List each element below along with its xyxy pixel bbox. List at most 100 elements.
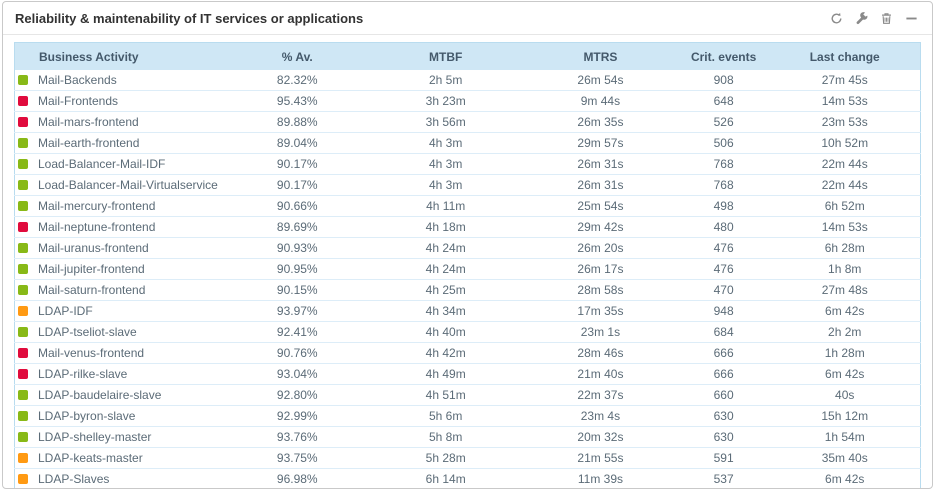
- cell-mtbf: 5h 6m: [368, 405, 524, 427]
- status-square-icon: [18, 96, 28, 106]
- cell-business-activity[interactable]: Mail-mercury-frontend: [14, 195, 227, 217]
- status-square-icon: [18, 201, 28, 211]
- table-row[interactable]: Mail-jupiter-frontend 90.95% 4h 24m 26m 17s…: [14, 258, 921, 280]
- cell-availability: 93.04%: [226, 363, 369, 385]
- table-row[interactable]: LDAP-rilke-slave 93.04% 4h 49m 21m 40s 666 6m…: [14, 363, 921, 385]
- table-row[interactable]: Load-Balancer-Mail-Virtualservice 90.17% 4…: [14, 174, 921, 196]
- cell-business-activity[interactable]: Mail-mars-frontend: [14, 111, 227, 133]
- cell-business-activity[interactable]: Load-Balancer-Mail-IDF: [14, 153, 227, 175]
- cell-business-activity[interactable]: Mail-neptune-frontend: [14, 216, 227, 238]
- cell-business-activity[interactable]: LDAP-Slaves: [15, 469, 227, 489]
- cell-crit-events: 666: [677, 363, 770, 385]
- cell-business-activity[interactable]: Mail-uranus-frontend: [14, 237, 227, 259]
- table-row[interactable]: Mail-Backends 82.32% 2h 5m 26m 54s 908 27m 45…: [14, 70, 921, 91]
- cell-mtrs: 26m 54s: [523, 70, 678, 91]
- cell-availability: 82.32%: [226, 70, 369, 91]
- table-row[interactable]: LDAP-byron-slave 92.99% 5h 6m 23m 4s 630 15h …: [14, 405, 921, 427]
- cell-business-activity[interactable]: LDAP-keats-master: [14, 447, 227, 469]
- cell-business-activity[interactable]: Mail-venus-frontend: [14, 342, 227, 364]
- column-mtbf[interactable]: MTBF: [368, 42, 524, 70]
- cell-crit-events: 768: [677, 174, 770, 196]
- column-crit-events[interactable]: Crit. events: [677, 42, 770, 70]
- cell-availability: 89.69%: [226, 216, 369, 238]
- cell-last-change: 14m 53s: [769, 90, 921, 112]
- table-row[interactable]: Mail-uranus-frontend 90.93% 4h 24m 26m 20s 4…: [14, 237, 921, 259]
- cell-business-activity[interactable]: LDAP-byron-slave: [14, 405, 227, 427]
- table-row[interactable]: LDAP-tseliot-slave 92.41% 4h 40m 23m 1s 684 2…: [14, 321, 921, 343]
- cell-last-change: 14m 53s: [769, 216, 921, 238]
- cell-mtrs: 21m 40s: [523, 363, 678, 385]
- minimize-icon[interactable]: [904, 12, 918, 26]
- cell-business-activity[interactable]: Mail-Frontends: [14, 90, 227, 112]
- cell-mtrs: 26m 17s: [523, 258, 678, 280]
- table-row[interactable]: Mail-mars-frontend 89.88% 3h 56m 26m 35s 526…: [14, 111, 921, 133]
- table-row[interactable]: Mail-mercury-frontend 90.66% 4h 11m 25m 54s…: [14, 195, 921, 217]
- business-activity-name: LDAP-baudelaire-slave: [38, 388, 162, 402]
- column-business-activity[interactable]: Business Activity: [14, 42, 227, 70]
- status-square-icon: [18, 327, 28, 337]
- table-row[interactable]: Mail-venus-frontend 90.76% 4h 42m 28m 46s 66…: [14, 342, 921, 364]
- cell-crit-events: 948: [677, 300, 770, 322]
- table-row[interactable]: LDAP-baudelaire-slave 92.80% 4h 51m 22m 37s…: [14, 384, 921, 406]
- status-square-icon: [18, 285, 28, 295]
- cell-business-activity[interactable]: Mail-earth-frontend: [14, 132, 227, 154]
- cell-crit-events: 684: [677, 321, 770, 343]
- cell-last-change: 27m 45s: [769, 70, 921, 91]
- status-square-icon: [18, 75, 28, 85]
- cell-crit-events: 591: [677, 447, 770, 469]
- column-availability[interactable]: % Av.: [226, 42, 369, 70]
- status-square-icon: [18, 306, 28, 316]
- cell-mtrs: 17m 35s: [523, 300, 678, 322]
- table-row[interactable]: Load-Balancer-Mail-IDF 90.17% 4h 3m 26m 31s…: [14, 153, 921, 175]
- cell-availability: 93.97%: [226, 300, 369, 322]
- cell-last-change: 35m 40s: [769, 447, 921, 469]
- cell-business-activity[interactable]: LDAP-shelley-master: [14, 426, 227, 448]
- cell-business-activity[interactable]: Mail-jupiter-frontend: [14, 258, 227, 280]
- status-square-icon: [18, 369, 28, 379]
- table-row[interactable]: LDAP-keats-master 93.75% 5h 28m 21m 55s 591 3…: [14, 447, 921, 469]
- table-row[interactable]: Mail-neptune-frontend 89.69% 4h 18m 29m 42s…: [14, 216, 921, 238]
- column-mtrs[interactable]: MTRS: [523, 42, 678, 70]
- table-row[interactable]: Mail-earth-frontend 89.04% 4h 3m 29m 57s 506…: [14, 132, 921, 154]
- cell-crit-events: 476: [677, 237, 770, 259]
- refresh-icon[interactable]: [829, 12, 843, 26]
- cell-crit-events: 480: [677, 216, 770, 238]
- cell-business-activity[interactable]: LDAP-baudelaire-slave: [14, 384, 227, 406]
- cell-business-activity[interactable]: LDAP-tseliot-slave: [14, 321, 227, 343]
- status-square-icon: [18, 411, 28, 421]
- column-last-change[interactable]: Last change: [769, 42, 921, 70]
- cell-business-activity[interactable]: Mail-saturn-frontend: [14, 279, 227, 301]
- cell-last-change: 22m 44s: [769, 174, 921, 196]
- cell-business-activity[interactable]: Load-Balancer-Mail-Virtualservice: [14, 174, 227, 196]
- cell-crit-events: 537: [713, 472, 734, 486]
- status-square-icon: [18, 348, 28, 358]
- wrench-icon[interactable]: [854, 12, 868, 26]
- cell-availability: 90.95%: [226, 258, 369, 280]
- cell-mtrs: 23m 4s: [523, 405, 678, 427]
- cell-last-change: 6h 28m: [769, 237, 921, 259]
- cell-business-activity[interactable]: Mail-Backends: [14, 70, 227, 91]
- table-row[interactable]: LDAP-shelley-master 93.76% 5h 8m 20m 32s 630…: [14, 426, 921, 448]
- table-row[interactable]: Mail-Frontends 95.43% 3h 23m 9m 44s 648 14m 5…: [14, 90, 921, 112]
- trash-icon[interactable]: [879, 12, 893, 26]
- cell-mtbf: 5h 8m: [368, 426, 524, 448]
- status-square-icon: [18, 222, 28, 232]
- table-row[interactable]: LDAP-Slaves 96.98% 6h 14m 11m 39s 537 6m 42s: [15, 469, 921, 489]
- cell-business-activity[interactable]: LDAP-IDF: [14, 300, 227, 322]
- business-activity-name: Load-Balancer-Mail-IDF: [38, 157, 166, 171]
- table-row[interactable]: Mail-saturn-frontend 90.15% 4h 25m 28m 58s 4…: [14, 279, 921, 301]
- cell-mtbf: 4h 34m: [368, 300, 524, 322]
- cell-availability: 95.43%: [226, 90, 369, 112]
- cell-availability: 90.17%: [226, 174, 369, 196]
- business-activity-name: Mail-Backends: [38, 73, 117, 87]
- cell-business-activity[interactable]: LDAP-rilke-slave: [14, 363, 227, 385]
- cell-mtbf: 4h 24m: [368, 237, 524, 259]
- business-activity-name: Mail-venus-frontend: [38, 346, 145, 360]
- table-header-row: Business Activity % Av. MTBF MTRS Crit. …: [14, 42, 921, 70]
- table-row[interactable]: LDAP-IDF 93.97% 4h 34m 17m 35s 948 6m 42s: [14, 300, 921, 322]
- cell-mtrs: 26m 31s: [523, 174, 678, 196]
- cell-mtbf: 4h 3m: [368, 132, 524, 154]
- business-activity-name: Load-Balancer-Mail-Virtualservice: [38, 178, 218, 192]
- cell-mtrs: 26m 20s: [523, 237, 678, 259]
